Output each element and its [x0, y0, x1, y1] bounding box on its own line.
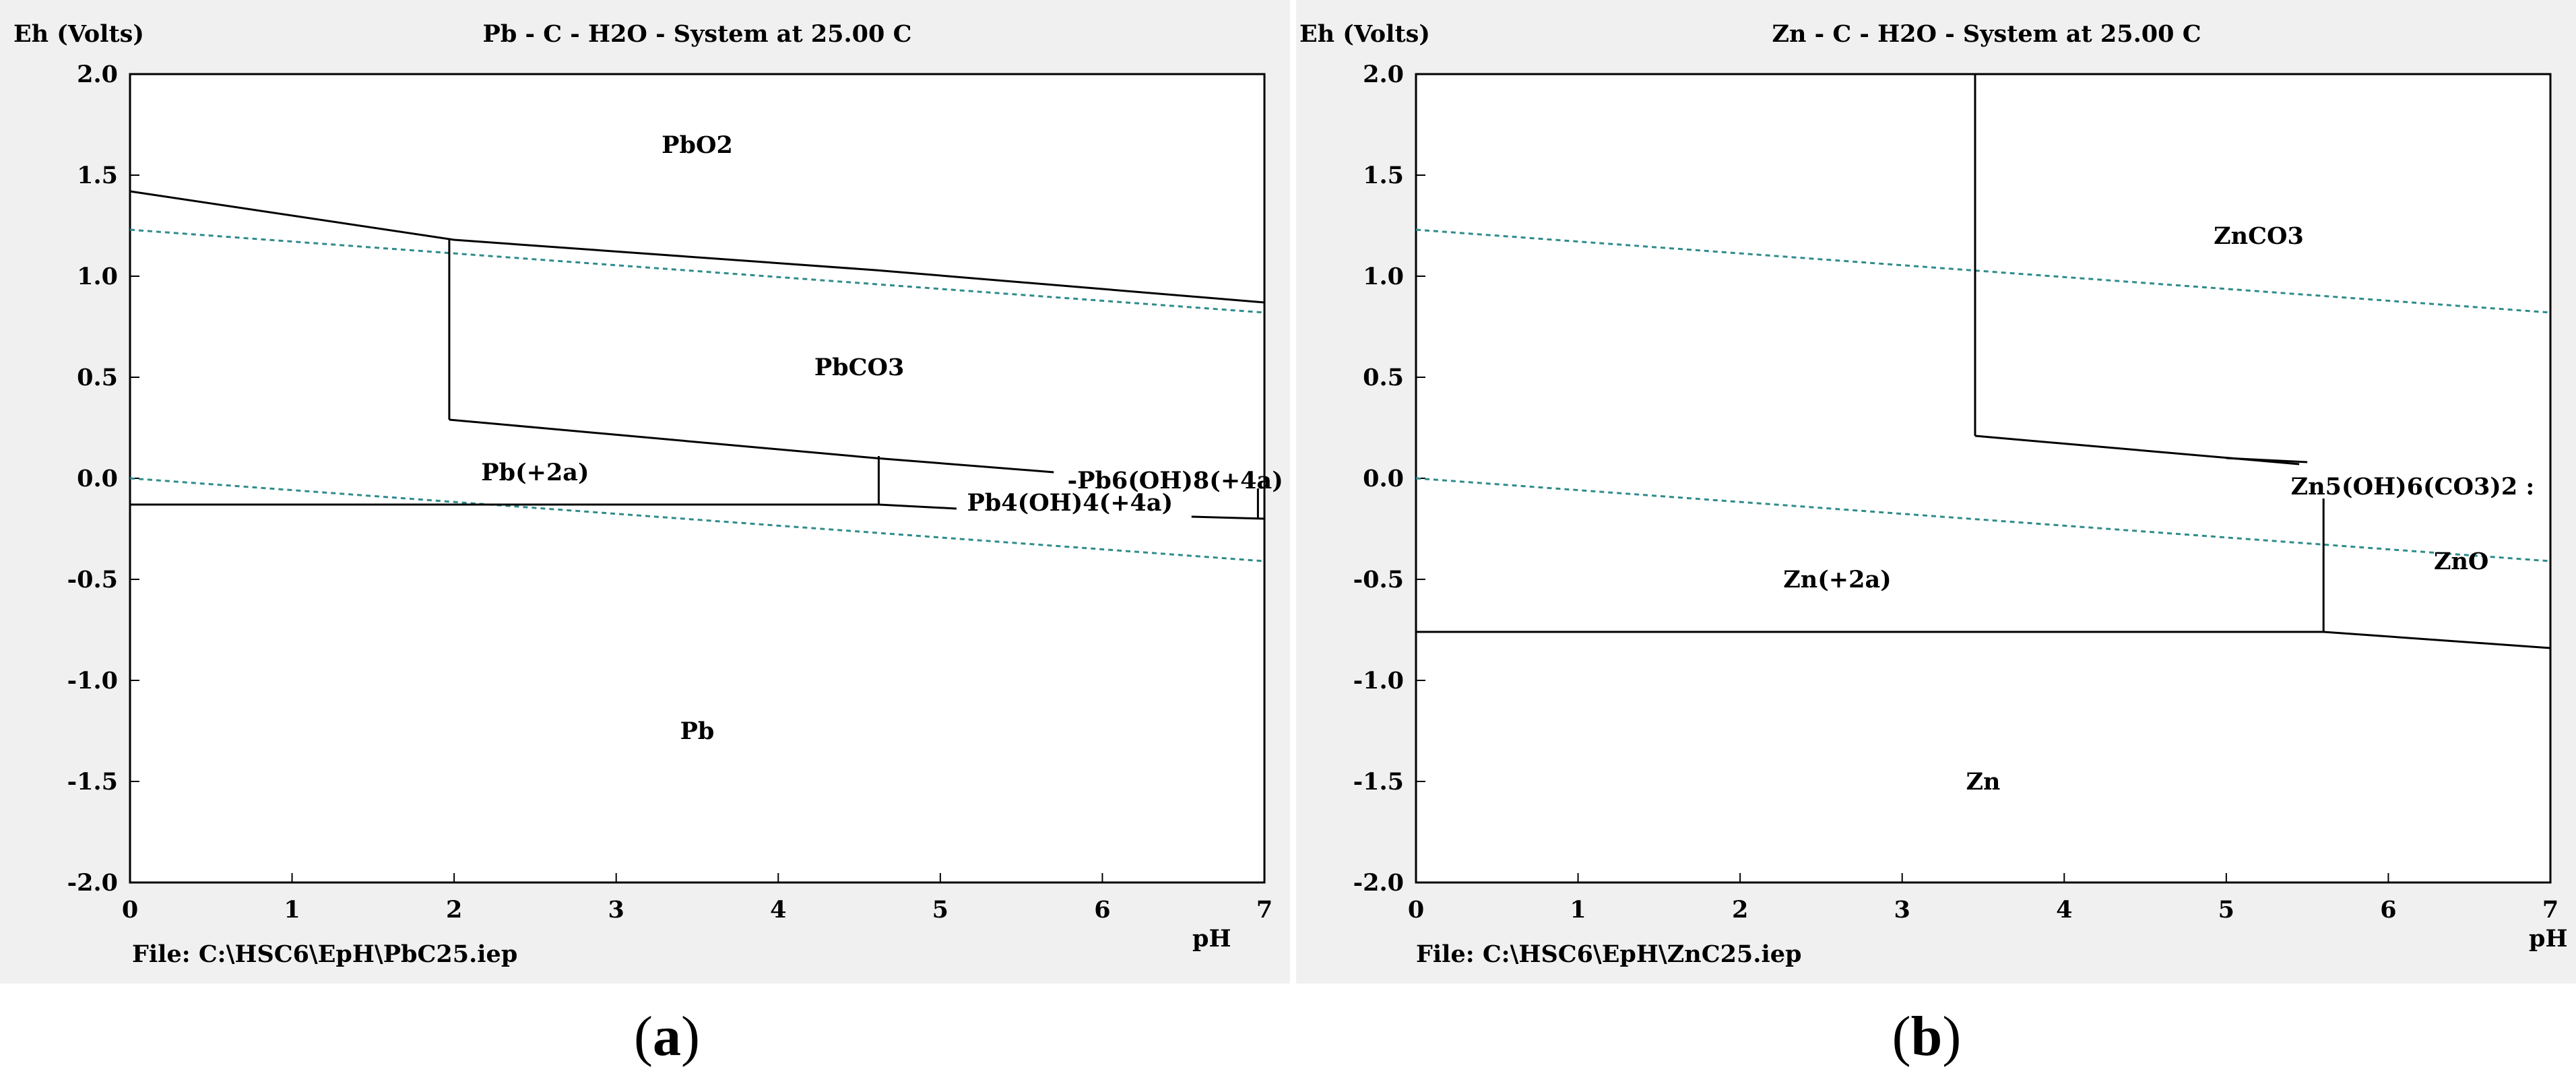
region-label: -Pb6(OH)8(+4a) [1068, 467, 1283, 494]
y-tick-label: 2.0 [77, 61, 118, 88]
y-tick-label: 1.0 [1363, 263, 1404, 290]
chart-panel-b: Zn - C - H2O - System at 25.00 C Eh (Volt… [1296, 0, 2576, 984]
water-stability-line [129, 228, 1265, 314]
y-tick-label: 0.5 [77, 364, 118, 391]
region-label: Zn [1966, 768, 2001, 796]
caption-a: (a) [634, 1005, 700, 1068]
y-tick-label: 0.0 [77, 465, 118, 492]
chart-a-svg: Pb - C - H2O - System at 25.00 C Eh (Volt… [13, 20, 1283, 968]
x-tick-label: 5 [2218, 896, 2234, 924]
water-stability-line [129, 477, 1265, 563]
y-tick-label: 0.5 [1363, 364, 1404, 391]
region-label: PbCO3 [814, 354, 905, 381]
y-tick-label: 1.5 [1363, 162, 1404, 189]
y-tick-label: -2.0 [67, 869, 118, 897]
x-tick-label: 7 [2542, 896, 2558, 924]
y-tick-label: -0.5 [67, 566, 118, 593]
x-tick-label: 0 [122, 896, 138, 924]
region-label: PbO2 [662, 131, 733, 159]
x-tick-label: 2 [1732, 896, 1748, 924]
x-tick-label: 5 [932, 896, 948, 924]
plot-area [1415, 73, 2552, 884]
y-tick-label: -0.5 [1353, 566, 1404, 593]
x-tick-label: 3 [1894, 896, 1910, 924]
region-label: ZnCO3 [2214, 222, 2304, 250]
region-label: ZnO [2434, 548, 2488, 575]
caption-b: (b) [1892, 1005, 1962, 1068]
phase-boundary-line [449, 418, 1054, 474]
y-tick-label: -1.5 [67, 768, 118, 796]
region-label: Pb [680, 717, 715, 745]
chart-title: Pb - C - H2O - System at 25.00 C [483, 20, 912, 48]
x-tick-label: 4 [770, 896, 786, 924]
file-label: File: C:\HSC6\EpH\PbC25.iep [132, 940, 517, 968]
caption-b-letter: b [1910, 1005, 1943, 1068]
region-label: Pb4(OH)4(+4a) [967, 489, 1173, 517]
y-tick-label: -1.0 [1353, 667, 1404, 695]
x-tick-label: 1 [284, 896, 300, 924]
caption-a-letter: a [653, 1005, 681, 1068]
chart-b-svg: Zn - C - H2O - System at 25.00 C Eh (Volt… [1299, 20, 2568, 968]
x-tick-label: 1 [1570, 896, 1586, 924]
y-tick-label: -1.0 [67, 667, 118, 695]
water-stability-line [1415, 477, 2551, 563]
phase-boundary-line [1416, 631, 2551, 649]
y-tick-label: 1.5 [77, 162, 118, 189]
x-tick-label: 7 [1256, 896, 1273, 924]
phase-boundary-line [129, 190, 1265, 304]
phase-boundary-line [2226, 457, 2308, 463]
region-label: Zn(+2a) [1783, 566, 1891, 593]
y-tick-label: 1.0 [77, 263, 118, 290]
chart-panel-a: Pb - C - H2O - System at 25.00 C Eh (Volt… [0, 0, 1290, 984]
y-tick-label: 2.0 [1363, 61, 1404, 88]
x-tick-label: 4 [2056, 896, 2072, 924]
region-label: Pb(+2a) [481, 459, 589, 486]
x-tick-label: 6 [2380, 896, 2396, 924]
y-tick-label: -1.5 [1353, 768, 1404, 796]
chart-title: Zn - C - H2O - System at 25.00 C [1772, 20, 2201, 48]
y-tick-label: 0.0 [1363, 465, 1404, 492]
y-tick-label: -2.0 [1353, 869, 1404, 897]
file-label: File: C:\HSC6\EpH\ZnC25.iep [1416, 940, 1802, 968]
x-axis-label: pH [1192, 925, 1231, 953]
x-tick-label: 6 [1094, 896, 1110, 924]
phase-boundary-line [1191, 515, 1265, 520]
region-label: Zn5(OH)6(CO3)2 : [2291, 473, 2535, 501]
plot-area [129, 73, 1266, 884]
y-axis-label: Eh (Volts) [13, 20, 144, 48]
phase-boundary-line [130, 503, 957, 510]
x-axis-label: pH [2529, 925, 2568, 953]
y-axis-label: Eh (Volts) [1299, 20, 1430, 48]
x-tick-label: 0 [1408, 896, 1424, 924]
water-stability-line [1415, 228, 2551, 314]
x-tick-label: 3 [608, 896, 624, 924]
x-tick-label: 2 [446, 896, 462, 924]
